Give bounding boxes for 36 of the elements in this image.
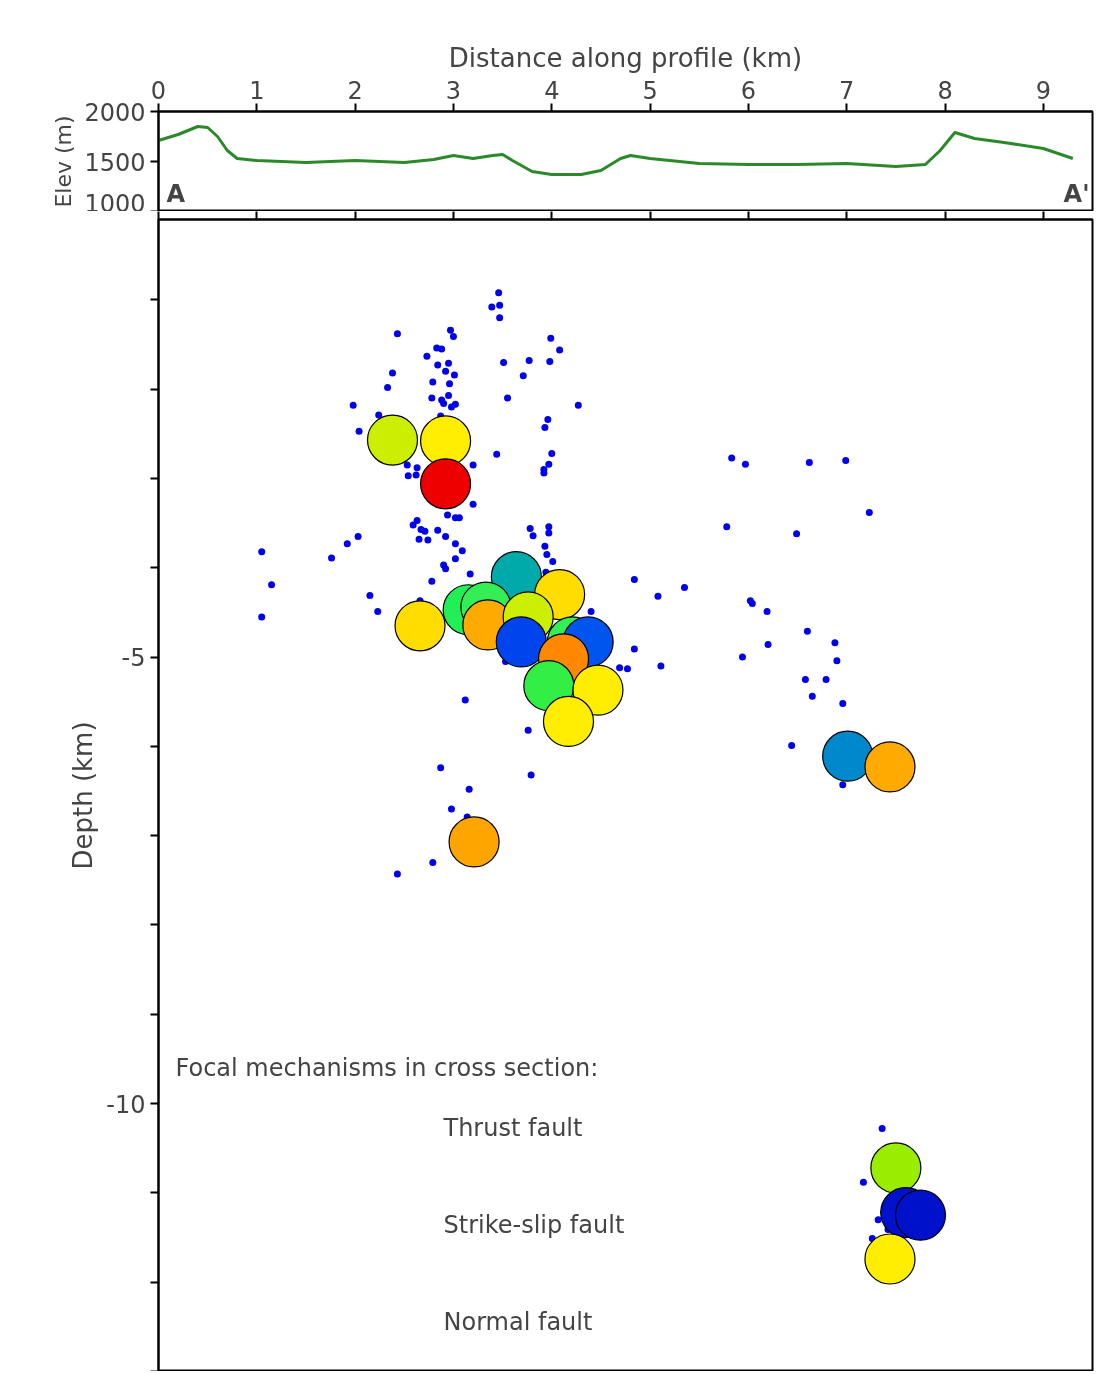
point (822, 730, 874, 782)
annotation: Normal fault (443, 1307, 593, 1336)
point (419, 458, 472, 510)
y-tick-label: -5 (121, 644, 146, 673)
y-axis-title: Elev (m) (51, 115, 77, 208)
x-axis-title: Distance along profile (km) (448, 42, 803, 73)
annotation: A (166, 179, 186, 208)
annotation: Strike-slip fault (443, 1210, 625, 1239)
y-tick-label: 1500 (84, 148, 146, 177)
point (394, 600, 446, 652)
point (542, 695, 595, 747)
annotation: Thrust fault (442, 1113, 583, 1142)
x-tick-label: 3 (445, 76, 462, 105)
annotation: A' (1063, 179, 1090, 208)
point (495, 616, 547, 668)
y-tick-label: 1000 (84, 189, 146, 218)
y-axis-title: Depth (km) (68, 721, 99, 870)
x-tick-label: 4 (544, 76, 560, 105)
x-tick-label: 1 (249, 76, 265, 105)
x-tick-label: 0 (150, 76, 167, 105)
point (870, 1142, 922, 1194)
y-tick-label: 2000 (84, 98, 146, 127)
point (366, 414, 419, 466)
x-tick-label: 7 (839, 76, 855, 105)
x-tick-label: 2 (347, 76, 363, 105)
point (864, 1233, 916, 1285)
y-tick-label: -10 (106, 1090, 146, 1119)
point (894, 1189, 947, 1241)
x-tick-label: 9 (1035, 76, 1051, 105)
x-tick-label: 5 (642, 76, 658, 105)
annotation: Focal mechanisms in cross section: (175, 1053, 599, 1082)
x-tick-label: 6 (740, 76, 757, 105)
point (864, 741, 916, 793)
point (572, 664, 624, 716)
point (448, 816, 500, 868)
x-tick-label: 8 (937, 76, 953, 105)
